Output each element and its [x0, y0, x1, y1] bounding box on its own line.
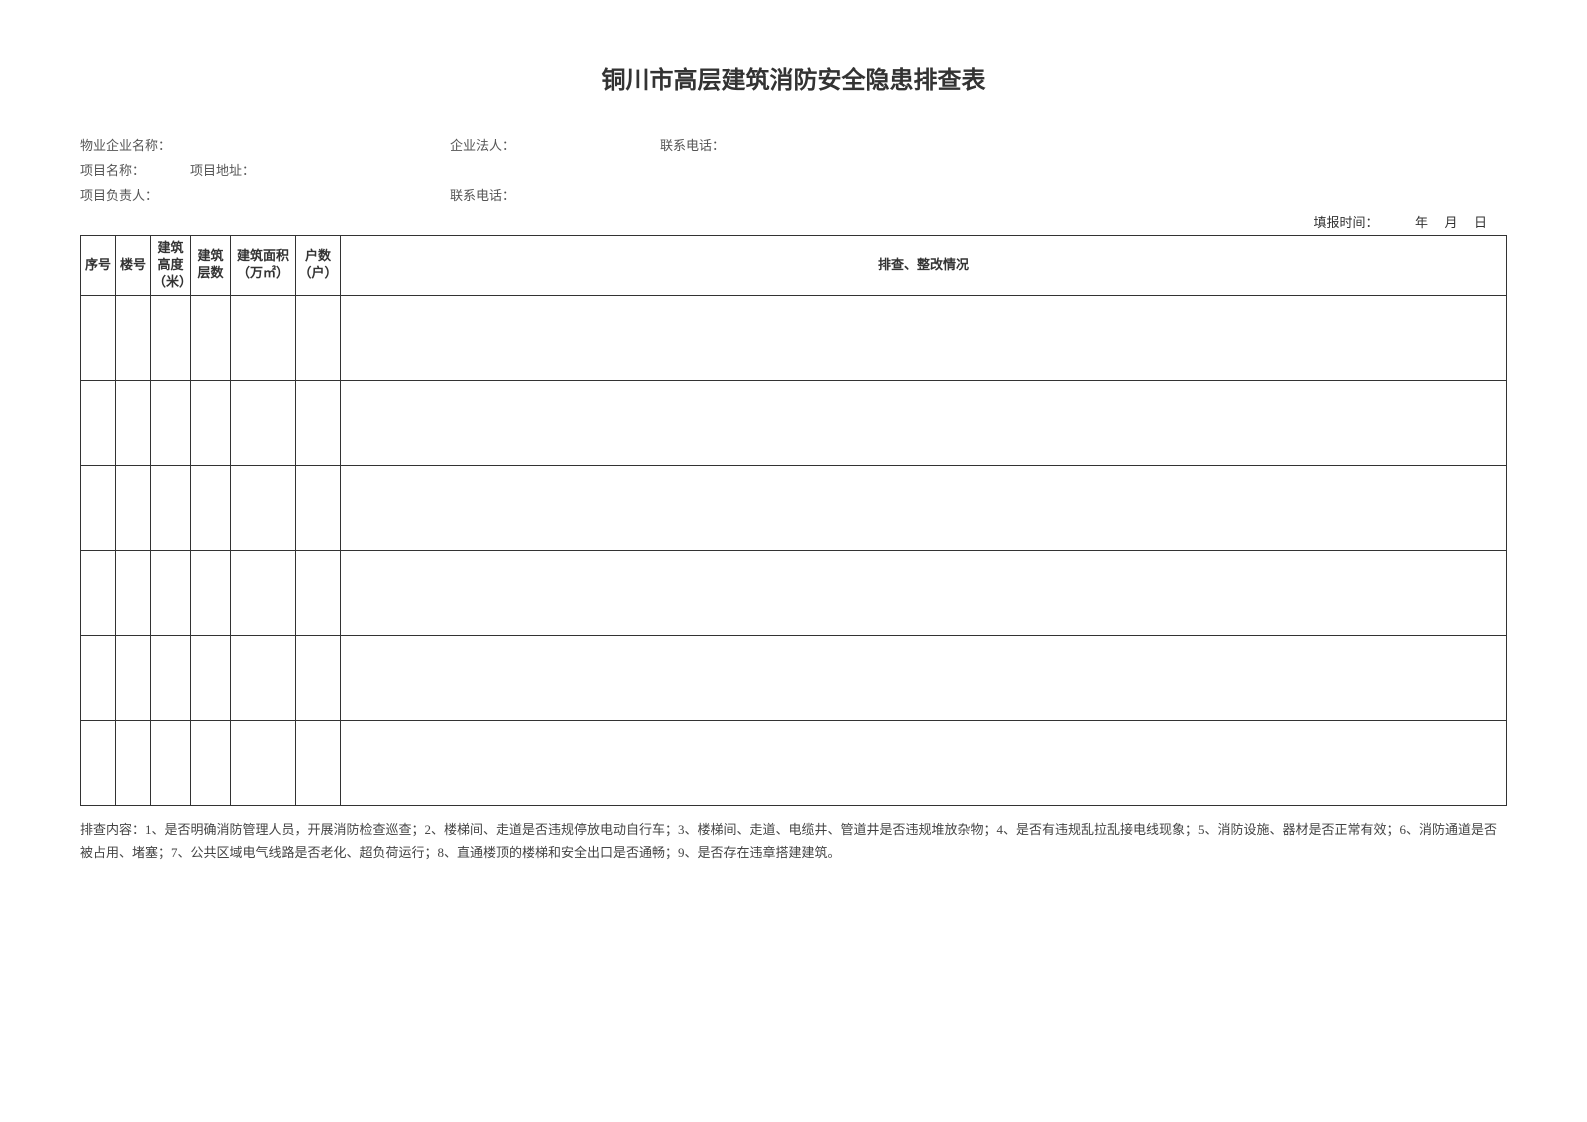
table-header-row: 序号 楼号 建筑高度（米） 建筑层数 建筑面积（万㎡） 户数（户） 排查、整改情…	[81, 236, 1507, 296]
cell-status	[341, 550, 1507, 635]
header-area: 建筑面积（万㎡）	[231, 236, 296, 296]
date-year: 年	[1415, 215, 1428, 230]
header-height: 建筑高度（米）	[151, 236, 191, 296]
date-label: 填报时间：	[1313, 215, 1378, 230]
info-row-3: 项目负责人： 联系电话：	[80, 185, 1507, 204]
cell-area	[231, 295, 296, 380]
table-row	[81, 295, 1507, 380]
cell-floors	[191, 465, 231, 550]
project-leader-label: 项目负责人：	[80, 185, 450, 204]
cell-building	[116, 720, 151, 805]
table-row	[81, 380, 1507, 465]
table-row	[81, 635, 1507, 720]
info-row-2: 项目名称： 项目地址：	[80, 160, 1507, 179]
table-row	[81, 720, 1507, 805]
cell-status	[341, 720, 1507, 805]
cell-height	[151, 720, 191, 805]
cell-households	[296, 720, 341, 805]
cell-building	[116, 635, 151, 720]
cell-seq	[81, 720, 116, 805]
cell-floors	[191, 295, 231, 380]
header-floors: 建筑层数	[191, 236, 231, 296]
cell-building	[116, 380, 151, 465]
cell-seq	[81, 295, 116, 380]
table-row	[81, 550, 1507, 635]
date-month: 月	[1444, 215, 1457, 230]
cell-seq	[81, 635, 116, 720]
cell-seq	[81, 380, 116, 465]
info-row-1: 物业企业名称： 企业法人： 联系电话：	[80, 135, 1507, 154]
cell-floors	[191, 550, 231, 635]
info-section: 物业企业名称： 企业法人： 联系电话： 项目名称： 项目地址： 项目负责人： 联…	[80, 135, 1507, 204]
cell-height	[151, 465, 191, 550]
date-row: 填报时间： 年 月 日	[80, 212, 1507, 231]
cell-building	[116, 465, 151, 550]
cell-height	[151, 635, 191, 720]
cell-households	[296, 550, 341, 635]
header-status: 排查、整改情况	[341, 236, 1507, 296]
cell-seq	[81, 465, 116, 550]
cell-households	[296, 295, 341, 380]
cell-area	[231, 635, 296, 720]
cell-height	[151, 380, 191, 465]
cell-floors	[191, 635, 231, 720]
cell-status	[341, 380, 1507, 465]
cell-households	[296, 465, 341, 550]
header-households: 户数（户）	[296, 236, 341, 296]
contact2-label: 联系电话：	[450, 185, 660, 204]
main-table: 序号 楼号 建筑高度（米） 建筑层数 建筑面积（万㎡） 户数（户） 排查、整改情…	[80, 235, 1507, 806]
table-row	[81, 465, 1507, 550]
cell-floors	[191, 720, 231, 805]
header-seq: 序号	[81, 236, 116, 296]
company-name-label: 物业企业名称：	[80, 135, 450, 154]
cell-households	[296, 635, 341, 720]
cell-status	[341, 635, 1507, 720]
cell-height	[151, 550, 191, 635]
project-address-label: 项目地址：	[190, 160, 255, 179]
cell-households	[296, 380, 341, 465]
cell-height	[151, 295, 191, 380]
cell-area	[231, 550, 296, 635]
cell-floors	[191, 380, 231, 465]
date-day: 日	[1474, 215, 1487, 230]
footnote: 排查内容：1、是否明确消防管理人员，开展消防检查巡查；2、楼梯间、走道是否违规停…	[80, 818, 1507, 865]
project-name-label: 项目名称：	[80, 160, 190, 179]
cell-seq	[81, 550, 116, 635]
header-building: 楼号	[116, 236, 151, 296]
cell-area	[231, 720, 296, 805]
cell-area	[231, 465, 296, 550]
cell-status	[341, 465, 1507, 550]
cell-area	[231, 380, 296, 465]
contact1-label: 联系电话：	[660, 135, 860, 154]
cell-building	[116, 295, 151, 380]
cell-status	[341, 295, 1507, 380]
legal-person-label: 企业法人：	[450, 135, 660, 154]
page-title: 铜川市高层建筑消防安全隐患排查表	[80, 60, 1507, 95]
cell-building	[116, 550, 151, 635]
